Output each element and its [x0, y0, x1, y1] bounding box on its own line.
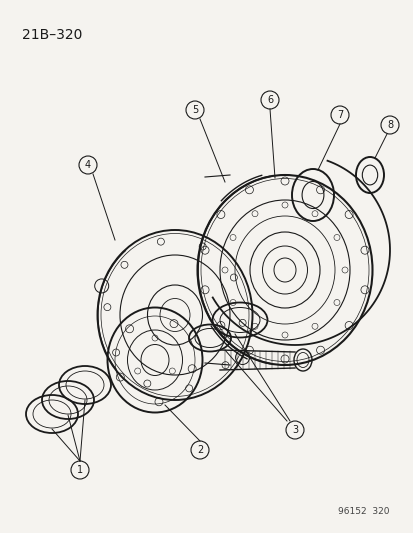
Text: 96152  320: 96152 320 [338, 507, 389, 516]
Text: 2: 2 [197, 445, 203, 455]
Text: 21B–320: 21B–320 [22, 28, 82, 42]
Text: 1: 1 [77, 465, 83, 475]
Text: 3: 3 [291, 425, 297, 435]
Text: 5: 5 [191, 105, 198, 115]
Text: 6: 6 [266, 95, 273, 105]
Text: 4: 4 [85, 160, 91, 170]
Text: 8: 8 [386, 120, 392, 130]
Text: 7: 7 [336, 110, 342, 120]
